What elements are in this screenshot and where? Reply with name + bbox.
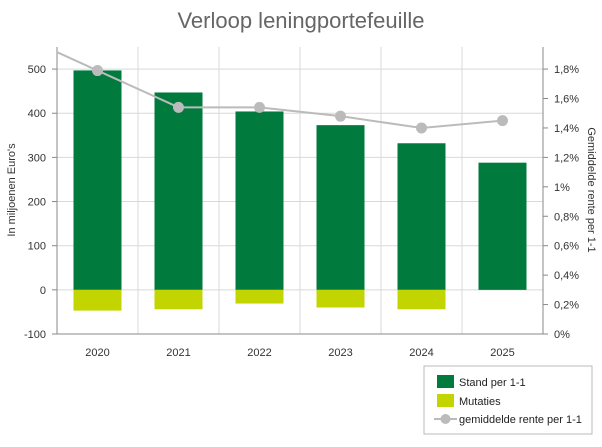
y2-tick-label: 1% [554, 182, 570, 194]
bar-stand [397, 143, 446, 290]
rente-point [497, 115, 508, 127]
rente-point [416, 122, 427, 134]
rente-point [254, 101, 265, 113]
y-tick-label: 500 [28, 64, 46, 76]
y-tick-label: 100 [28, 241, 46, 253]
bar-stand [154, 92, 203, 290]
y2-tick-label: 0,4% [554, 270, 579, 282]
bar-mutaties [235, 289, 284, 304]
y2-tick-label: 0,8% [554, 211, 579, 223]
x-tick-label: 2025 [490, 347, 514, 359]
legend: Stand per 1-1 Mutaties gemiddelde rente … [423, 365, 593, 435]
rente-point [335, 110, 346, 122]
bar-mutaties [154, 289, 203, 310]
bar-mutaties [73, 289, 122, 311]
y2-tick-label: 1,8% [554, 64, 579, 76]
bar-stand [478, 162, 527, 290]
grid [56, 47, 544, 335]
tick-labels: -100 0 100 200 300 400 500 0% 0,2% 0,4% 0,6% 0,8% 1%… [24, 64, 579, 359]
legend-swatch-stand [437, 375, 454, 388]
y2-tick-label: 1,6% [554, 94, 579, 106]
y2-tick-label: 1,4% [554, 123, 579, 135]
legend-label-stand: Stand per 1-1 [459, 377, 526, 389]
rente-point [173, 101, 184, 113]
legend-swatch-mutaties [437, 394, 454, 407]
x-tick-label: 2024 [409, 347, 433, 359]
legend-marker-rente [440, 414, 451, 424]
legend-label-rente: gemiddelde rente per 1-1 [459, 414, 582, 426]
x-tick-label: 2021 [166, 347, 190, 359]
y-tick-label: 300 [28, 152, 46, 164]
chart-title: Verloop leningportefeuille [177, 8, 424, 33]
y-axis-label: In miljoenen Euro's [6, 143, 18, 237]
y-tick-label: 400 [28, 108, 46, 120]
y-tick-label: -100 [24, 329, 46, 341]
line-series [57, 51, 508, 134]
y2-axis-label: Gemiddelde rente per 1-1 [585, 127, 597, 252]
bar-mutaties [397, 289, 446, 310]
y2-tick-label: 0,6% [554, 241, 579, 253]
y2-tick-label: 1,2% [554, 152, 579, 164]
x-tick-label: 2023 [328, 347, 352, 359]
bar-stand [235, 111, 284, 290]
rente-point [92, 65, 103, 77]
axes [52, 47, 548, 335]
y-tick-label: 200 [28, 197, 46, 209]
bar-stand [316, 125, 365, 290]
bars [73, 70, 527, 311]
y2-tick-label: 0% [554, 329, 570, 341]
x-tick-label: 2022 [247, 347, 271, 359]
bar-mutaties [316, 289, 365, 308]
y-tick-label: 0 [40, 285, 46, 297]
y2-tick-label: 0,2% [554, 300, 579, 312]
bar-stand [73, 70, 122, 290]
legend-label-mutaties: Mutaties [459, 396, 501, 408]
x-tick-label: 2020 [85, 347, 109, 359]
